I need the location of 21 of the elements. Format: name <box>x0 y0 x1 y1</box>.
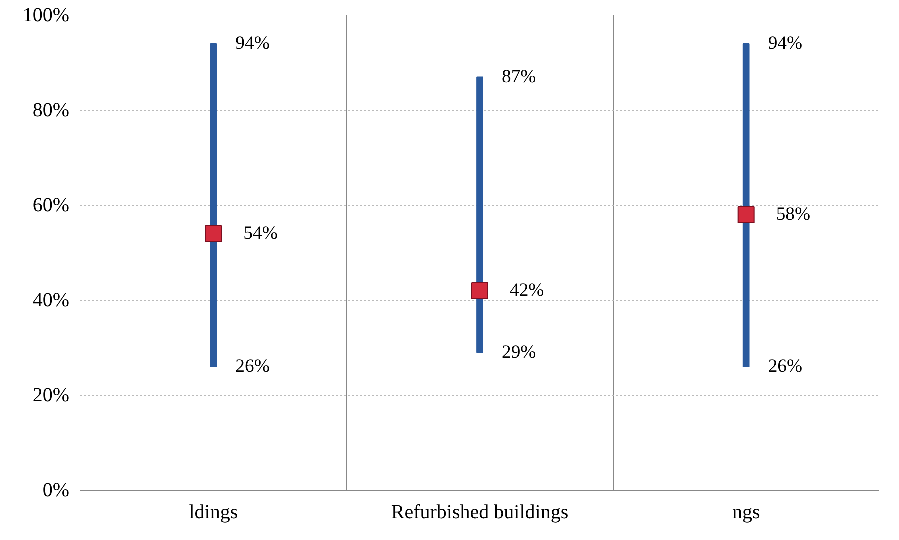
x-tick-label: Refurbished buildings <box>391 502 569 524</box>
y-tick-label: 20% <box>32 384 70 406</box>
x-tick-label: ngs <box>732 502 760 524</box>
y-tick-label: 100% <box>22 4 70 26</box>
annotation: 94% <box>236 33 270 54</box>
annotation: 26% <box>236 356 270 377</box>
point <box>472 282 488 300</box>
y-tick-label: 40% <box>32 290 70 312</box>
point <box>738 206 755 224</box>
text: 42% <box>510 280 544 301</box>
point <box>205 226 222 242</box>
y-tick-label: 60% <box>32 194 70 216</box>
x-tick-label: ldings <box>189 502 238 524</box>
annotation: 29% <box>502 342 536 363</box>
annotation: 87% <box>502 66 536 88</box>
y-tick-label: 80% <box>32 100 70 122</box>
text: 58% <box>776 204 811 225</box>
text: 54% <box>244 223 278 244</box>
y-tick-label: 0% <box>42 480 70 502</box>
annotation: 94% <box>768 33 803 54</box>
annotation: 26% <box>768 356 803 377</box>
